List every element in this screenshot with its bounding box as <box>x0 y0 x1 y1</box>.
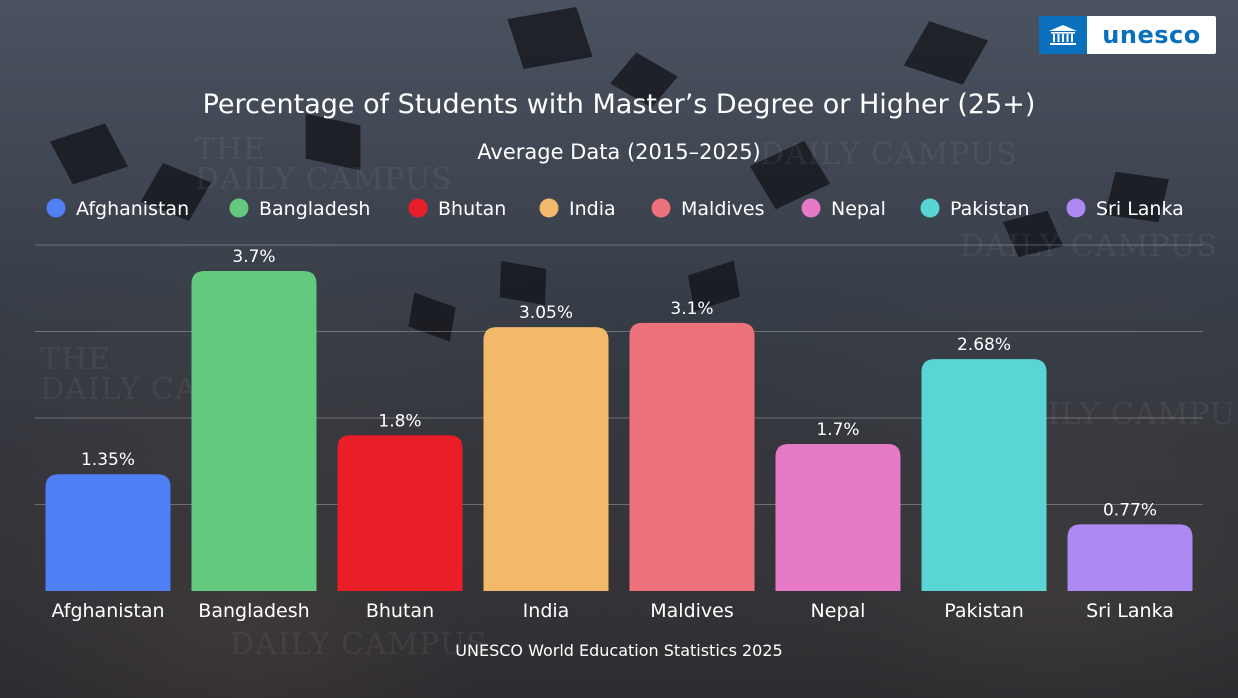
watermark: THE DAILY CAMPUS <box>195 135 453 195</box>
chart-legend: Afghanistan Bangladesh Bhutan India Maldives… <box>46 198 1184 220</box>
temple-icon <box>1049 25 1077 45</box>
legend-label: Nepal <box>831 198 886 220</box>
chart-title: Percentage of Students with Master’s Deg… <box>202 89 1036 120</box>
value-label: 1.8% <box>378 411 421 431</box>
x-tick-label: Bangladesh <box>198 600 309 622</box>
x-tick-label: Maldives <box>650 600 734 622</box>
watermark: DAILY CAMPUS <box>960 232 1218 262</box>
legend-label: Bhutan <box>438 198 506 220</box>
bar-afghanistan <box>45 474 171 591</box>
watermark-line: DAILY CAMPUS <box>230 627 488 662</box>
x-tick-label: Pakistan <box>944 600 1024 622</box>
legend-item-nepal: Nepal <box>801 198 886 220</box>
x-tick-label: India <box>523 600 570 622</box>
bar-bhutan <box>337 435 463 591</box>
legend-swatch <box>801 198 821 218</box>
legend-item-maldives: Maldives <box>651 198 765 220</box>
legend-swatch <box>1066 198 1086 218</box>
legend-item-bhutan: Bhutan <box>408 198 506 220</box>
value-label: 3.1% <box>670 299 713 319</box>
legend-item-india: India <box>539 198 616 220</box>
legend-label: Bangladesh <box>259 198 370 220</box>
watermark: DAILY CAMPUS <box>760 140 1018 170</box>
legend-swatch <box>408 198 428 218</box>
legend-label: India <box>569 198 616 220</box>
x-tick-label: Nepal <box>811 600 866 622</box>
watermark-line: THE <box>40 342 112 377</box>
legend-label: Afghanistan <box>76 198 189 220</box>
value-label: 3.05% <box>519 303 573 323</box>
temple-emblem-icon <box>1039 16 1087 54</box>
watermark: DAILY CAMPUS <box>230 630 488 660</box>
legend-label: Maldives <box>681 198 765 220</box>
bar-sri-lanka <box>1067 524 1193 591</box>
chart-labels: 1.35% Afghanistan 3.7% Bangladesh 1.8% Bhutan… <box>51 247 1173 622</box>
bar-bangladesh <box>191 270 317 591</box>
value-label: 1.7% <box>816 420 859 440</box>
legend-item-pakistan: Pakistan <box>920 198 1030 220</box>
value-label: 2.68% <box>957 335 1011 355</box>
x-tick-label: Afghanistan <box>51 600 164 622</box>
watermark-line: DAILY CAMPUS <box>960 229 1218 264</box>
legend-swatch <box>920 198 940 218</box>
watermark-line: THE <box>195 132 267 167</box>
legend-item-sri-lanka: Sri Lanka <box>1066 198 1184 220</box>
legend-swatch <box>229 198 249 218</box>
legend-swatch <box>46 198 66 218</box>
chart-bars <box>45 270 1193 591</box>
legend-label: Sri Lanka <box>1096 198 1184 220</box>
chart-subtitle: Average Data (2015–2025) <box>477 140 761 164</box>
watermark-line: DAILY CAMPUS <box>760 137 1018 172</box>
watermark-line: DAILY CAMPUS <box>195 162 453 197</box>
bar-maldives <box>629 322 755 591</box>
bar-india <box>483 327 609 591</box>
source-note: UNESCO World Education Statistics 2025 <box>455 641 783 660</box>
legend-item-afghanistan: Afghanistan <box>46 198 189 220</box>
value-label: 0.77% <box>1103 500 1157 520</box>
x-tick-label: Sri Lanka <box>1086 600 1174 622</box>
unesco-logo: unesco <box>1039 16 1216 54</box>
legend-item-bangladesh: Bangladesh <box>229 198 370 220</box>
legend-label: Pakistan <box>950 198 1030 220</box>
bar-nepal <box>775 443 901 591</box>
legend-swatch <box>539 198 559 218</box>
logo-wordmark: unesco <box>1102 21 1201 49</box>
x-tick-label: Bhutan <box>366 600 434 622</box>
bar-pakistan <box>921 359 1047 591</box>
value-label: 1.35% <box>81 450 135 470</box>
legend-swatch <box>651 198 671 218</box>
value-label: 3.7% <box>232 247 275 267</box>
